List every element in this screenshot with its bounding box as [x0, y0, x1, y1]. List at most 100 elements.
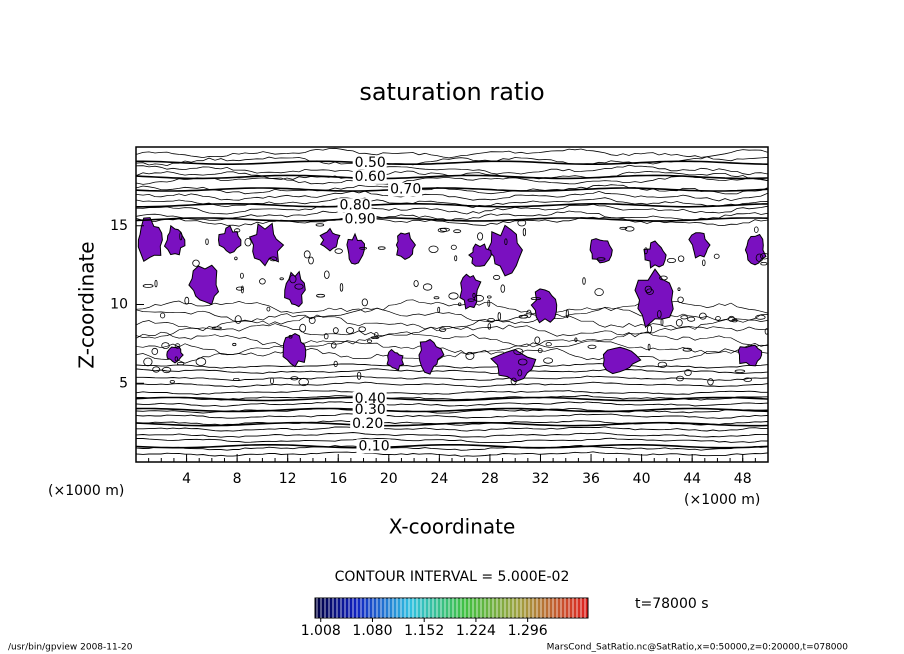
- small-contour: [458, 302, 462, 307]
- x-tick-label: 24: [430, 471, 448, 487]
- small-contour: [517, 358, 528, 366]
- small-contour: [334, 248, 343, 254]
- small-contour: [518, 314, 529, 319]
- small-contour: [154, 279, 158, 288]
- x-tick-label: 28: [481, 471, 499, 487]
- time-label: t=78000 s: [635, 596, 709, 612]
- background-contour: [136, 451, 768, 457]
- small-contour: [290, 376, 299, 381]
- small-contour: [534, 336, 541, 344]
- supersaturated-region: [386, 348, 405, 372]
- background-contour: [136, 445, 768, 451]
- small-contour: [174, 343, 181, 349]
- small-contour: [467, 298, 475, 302]
- small-contour: [205, 238, 209, 245]
- small-contour: [596, 257, 606, 261]
- background-contour: [136, 381, 768, 388]
- contour-label: 0.50: [355, 155, 386, 171]
- contour-label-bg: [352, 169, 387, 184]
- small-contour: [289, 274, 297, 284]
- small-contour: [270, 377, 274, 385]
- contour-line: [136, 421, 768, 427]
- background-contour: [136, 190, 768, 202]
- small-contour: [315, 223, 325, 227]
- small-contour: [487, 317, 496, 323]
- small-contour: [487, 323, 491, 330]
- x-unit-label: (×1000 m): [684, 492, 760, 508]
- background-contour: [136, 314, 768, 332]
- footer-left: /usr/bin/gpview 2008-11-20: [8, 643, 133, 653]
- small-contour: [465, 351, 475, 360]
- small-contour: [755, 253, 764, 262]
- small-contour: [239, 272, 244, 279]
- small-contour: [565, 309, 569, 319]
- x-tick-label: 16: [329, 471, 347, 487]
- small-contour: [760, 262, 768, 266]
- contour-interval: CONTOUR INTERVAL = 5.000E-02: [335, 569, 570, 585]
- small-contour: [687, 316, 696, 322]
- small-contour: [299, 323, 307, 333]
- small-contour: [235, 286, 244, 291]
- small-contour: [473, 294, 484, 302]
- small-contour: [448, 292, 459, 300]
- supersaturated-region: [284, 270, 306, 308]
- small-contour: [676, 375, 684, 382]
- small-contour: [174, 356, 178, 362]
- small-contour: [574, 337, 578, 343]
- small-contour: [522, 228, 527, 237]
- colorbar-tick-label: 1.152: [404, 623, 444, 639]
- contour-line: [136, 396, 768, 402]
- small-contour: [587, 344, 597, 349]
- background-contour: [136, 323, 768, 339]
- small-contour: [659, 275, 668, 281]
- contour-label-bg: [352, 392, 387, 406]
- contour-line: [136, 187, 768, 192]
- small-contour: [160, 312, 166, 319]
- contour-line: [136, 174, 768, 180]
- small-contour: [543, 357, 553, 364]
- small-contour: [504, 238, 508, 246]
- small-contour: [359, 246, 368, 250]
- supersaturated-region: [217, 225, 242, 254]
- plot-area: 0.500.600.70 0.800.90 0.400.300.20 0.10: [136, 147, 768, 457]
- background-contour: [136, 164, 768, 176]
- supersaturated-region: [188, 264, 220, 306]
- small-contour: [647, 343, 651, 351]
- background-contour: [136, 413, 768, 419]
- small-contour: [232, 342, 237, 347]
- small-contour: [192, 259, 200, 267]
- y-tick-label: 10: [110, 297, 128, 313]
- small-contour: [582, 277, 586, 285]
- x-axis-label: X-coordinate: [389, 515, 516, 539]
- small-contour: [234, 256, 238, 261]
- x-tick-label: 4: [182, 471, 191, 487]
- small-contour: [339, 283, 344, 292]
- small-contour: [234, 228, 241, 233]
- background-contour: [136, 197, 768, 209]
- small-contour: [195, 357, 207, 367]
- small-contour: [644, 247, 648, 255]
- small-contour: [333, 360, 338, 367]
- contour-label: 0.80: [340, 197, 371, 213]
- small-contour: [477, 232, 484, 241]
- background-contour: [136, 147, 768, 159]
- x-tick-label: 48: [734, 471, 752, 487]
- background-contour: [136, 210, 768, 222]
- small-contour: [764, 328, 768, 335]
- x-tick-label: 40: [633, 471, 651, 487]
- x-tick-label: 12: [279, 471, 297, 487]
- supersaturated-region: [137, 217, 163, 263]
- small-contour: [510, 377, 517, 385]
- background-contour: [136, 299, 768, 315]
- supersaturated-region: [634, 268, 674, 329]
- small-contour: [211, 326, 222, 330]
- contour-label-bg: [352, 403, 387, 418]
- small-contour: [184, 296, 190, 305]
- supersaturated-region: [418, 338, 445, 375]
- small-contour: [677, 287, 681, 292]
- small-contour: [244, 237, 252, 247]
- small-contour: [760, 253, 768, 260]
- small-contour: [530, 297, 542, 301]
- small-contour: [330, 342, 337, 349]
